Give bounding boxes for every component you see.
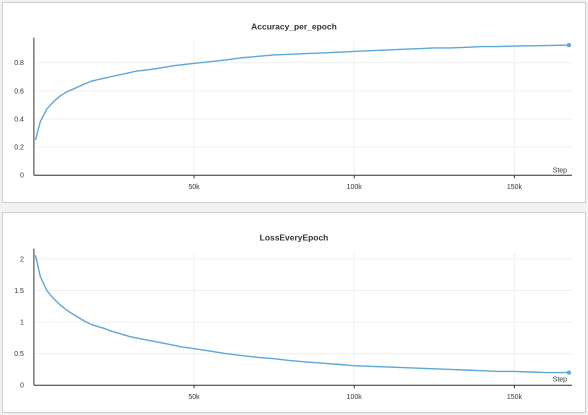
y-tick-label: 0.5 — [14, 351, 24, 358]
x-tick-label: 100k — [347, 184, 363, 191]
loss-chart-panel: LossEveryEpoch 0 0.5 1 1.5 2 50k 100k 150k Step — [2, 212, 586, 413]
x-tick-label: 50k — [188, 394, 200, 401]
chart-title: LossEveryEpoch — [260, 233, 329, 243]
x-tick-label: 150k — [507, 394, 523, 401]
last-point-marker[interactable] — [566, 370, 572, 375]
y-tick-label: 2 — [20, 256, 24, 263]
x-tick-label: 100k — [347, 394, 363, 401]
y-tick-label: 0 — [20, 173, 24, 180]
accuracy-chart: Accuracy_per_epoch 0 0.2 0.4 0.6 0.8 50k 100k 1… — [14, 22, 573, 191]
y-tick-label: 1.5 — [14, 288, 24, 295]
y-tick-label: 0.2 — [14, 145, 24, 152]
x-axis-label: Step — [553, 167, 567, 174]
series-line — [34, 255, 569, 374]
y-tick-label: 0.6 — [14, 88, 24, 95]
x-tick-label: 50k — [188, 184, 200, 191]
x-axis-label: Step — [553, 376, 567, 383]
y-tick-label: 0.4 — [14, 116, 24, 123]
accuracy-chart-panel: Accuracy_per_epoch 0 0.2 0.4 0.6 0.8 50k 100k 1… — [2, 2, 586, 203]
chart-title: Accuracy_per_epoch — [251, 22, 337, 32]
y-tick-label: 1 — [20, 320, 24, 327]
y-tick-label: 0.8 — [14, 60, 24, 67]
loss-chart: LossEveryEpoch 0 0.5 1 1.5 2 50k 100k 150k Step — [14, 233, 573, 401]
last-point-marker[interactable] — [566, 42, 572, 48]
series-line — [34, 44, 569, 141]
x-tick-label: 150k — [507, 184, 523, 191]
y-tick-label: 0 — [20, 383, 24, 390]
